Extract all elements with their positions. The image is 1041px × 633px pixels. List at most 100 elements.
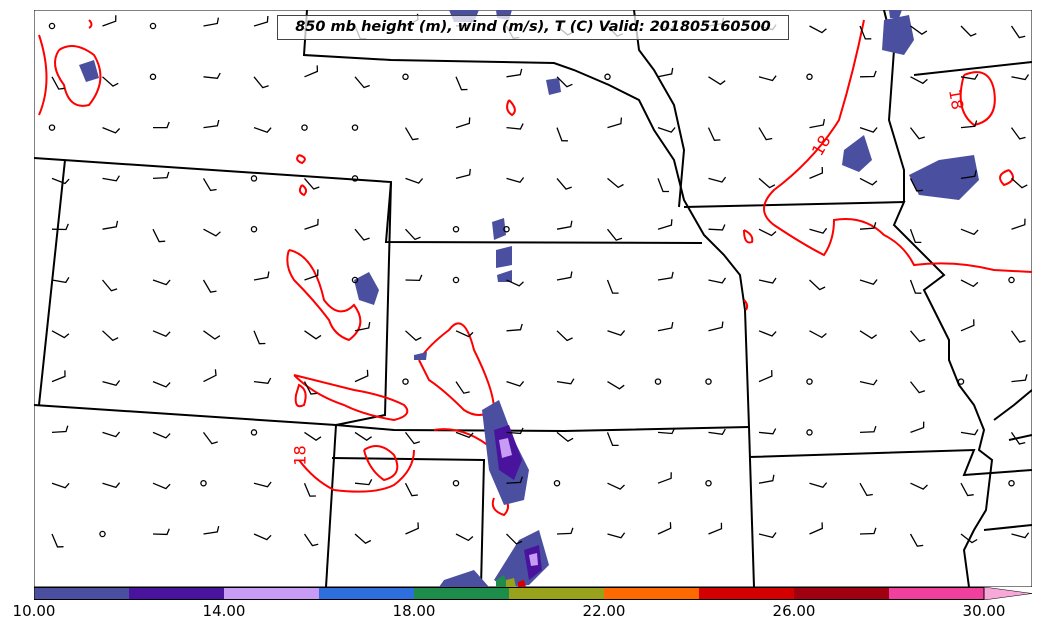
wind-barb: [203, 228, 221, 237]
wind-barb: [152, 431, 171, 439]
wind-barb: [909, 178, 923, 192]
wind-barb: [910, 482, 928, 490]
colorbar-segment: [509, 587, 604, 600]
wind-barb: [758, 474, 775, 484]
wind-barb: [708, 522, 723, 535]
calm-wind-circle: [250, 225, 258, 233]
wind-barb: [809, 118, 826, 129]
colorbar-segment: [319, 587, 414, 600]
wind-barb: [102, 220, 119, 230]
wind-barb: [960, 533, 978, 544]
wind-barb: [304, 330, 322, 340]
wind-barb: [203, 17, 220, 27]
wind-barb: [405, 330, 422, 341]
wind-barb: [607, 177, 624, 189]
calm-wind-circle: [351, 276, 359, 284]
wind-barb: [1010, 25, 1026, 39]
wind-barb: [1011, 532, 1030, 539]
colorbar-segment: [604, 587, 699, 600]
calm-wind-circle: [806, 73, 813, 81]
wind-barb: [51, 425, 69, 434]
wind-barb: [1010, 330, 1026, 343]
wind-barb: [758, 228, 777, 237]
wind-barb: [607, 117, 623, 129]
colorbar-segment: [129, 587, 224, 600]
wind-barb: [556, 330, 573, 342]
wind-barb: [203, 119, 220, 129]
wind-barb: [1011, 74, 1030, 81]
wind-barb: [455, 431, 474, 439]
wind-barb: [960, 429, 979, 436]
wind-barb: [102, 126, 121, 134]
colorbar-tick-label: 14.00: [202, 602, 246, 620]
wind-barb: [657, 472, 672, 484]
colorbar-outline: [34, 587, 985, 600]
wind-barb: [253, 330, 266, 345]
calm-wind-circle: [351, 175, 359, 182]
wind-barb: [758, 277, 777, 284]
wind-barb: [51, 330, 70, 339]
calm-wind-circle: [149, 22, 157, 30]
wind-barb: [758, 127, 773, 141]
wind-barb: [708, 321, 724, 332]
calm-wind-circle: [1008, 276, 1015, 284]
calm-wind-circle: [806, 429, 813, 436]
wind-barb: [606, 432, 619, 447]
wind-barb: [51, 533, 64, 548]
wind-barb: [910, 25, 928, 35]
calm-wind-circle: [149, 73, 157, 81]
wind-barb: [253, 126, 272, 133]
wind-barb: [859, 279, 878, 285]
wind-barb: [506, 279, 524, 287]
wind-barb: [556, 527, 574, 535]
colorbar-segment: [699, 587, 794, 600]
calm-wind-circle: [402, 73, 409, 81]
wind-barb: [506, 123, 524, 130]
wind-barb: [960, 73, 979, 80]
colorbar-tick-label: 30.00: [962, 602, 1006, 620]
wind-barb: [809, 522, 823, 535]
wind-barb: [809, 227, 828, 234]
wind-barb: [152, 228, 166, 243]
wind-barb: [707, 127, 721, 141]
wind-barb: [405, 177, 424, 184]
wind-barb: [405, 522, 419, 535]
calm-wind-circle: [705, 479, 712, 487]
wind-barb: [909, 381, 926, 394]
wind-barbs: [48, 13, 1030, 548]
calm-wind-circle: [654, 378, 662, 385]
wind-barb: [506, 380, 525, 387]
calm-wind-circle: [351, 124, 359, 131]
wind-barb: [708, 428, 726, 436]
wind-barb: [51, 276, 70, 284]
wind-barb: [51, 370, 66, 383]
wind-barb: [556, 431, 574, 442]
wind-barb: [152, 528, 170, 536]
calm-wind-circle: [604, 73, 611, 81]
calm-wind-circle: [452, 225, 460, 233]
wind-barb: [102, 15, 117, 27]
wind-barb: [51, 177, 70, 185]
wind-barb: [506, 427, 524, 435]
wind-barb: [657, 427, 676, 435]
wind-barb: [657, 126, 676, 133]
wind-barb: [152, 330, 171, 337]
wind-barb: [152, 380, 171, 388]
wind-barb: [809, 330, 827, 339]
wind-barb: [606, 279, 619, 294]
wind-barb: [960, 228, 979, 236]
contour-label: 18: [290, 445, 310, 466]
wind-barb: [203, 369, 217, 383]
wind-barb: [960, 120, 978, 129]
wind-barb: [556, 378, 575, 385]
wind-barb: [909, 127, 925, 140]
wind-barb: [607, 381, 625, 390]
wind-barb: [455, 330, 474, 338]
colorbar-extension: [983, 587, 1032, 600]
wind-barb: [304, 431, 322, 441]
wind-barb: [708, 176, 727, 183]
plot-title: 850 mb height (m), wind (m/s), T (C) Val…: [277, 15, 789, 40]
wind-barb: [102, 330, 119, 342]
wind-barb: [960, 482, 974, 497]
wind-barb: [809, 25, 827, 34]
